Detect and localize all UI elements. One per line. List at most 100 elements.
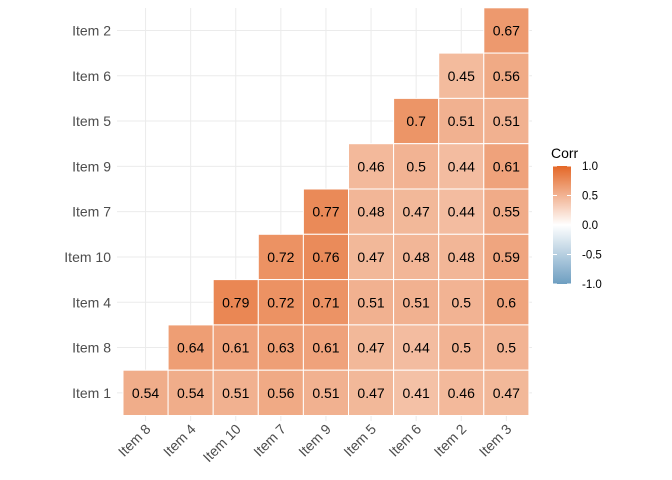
x-tick-label: Item 4 [160,421,199,460]
x-tick-label: Item 6 [385,421,424,460]
cell-value-label: 0.61 [312,340,339,356]
heatmap-cell [483,369,530,417]
cell-value-label: 0.51 [448,113,475,129]
y-tick-label: Item 6 [72,68,111,84]
heatmap-cell [348,279,395,326]
y-tick-label: Item 1 [72,385,111,401]
heatmap-cell [257,324,304,371]
x-tick-label: Item 7 [250,421,289,460]
legend-tick-label: 0.5 [582,191,598,203]
heatmap-tiles [122,7,530,417]
x-tick-label: Item 3 [476,421,515,460]
cell-value-label: 0.64 [177,340,204,356]
cell-value-label: 0.48 [357,204,384,220]
heatmap-cell [348,188,395,235]
x-tick-label: Item 8 [115,421,154,460]
cell-value-label: 0.44 [448,158,475,174]
heatmap-cell [302,279,349,326]
cell-value-label: 0.61 [222,340,249,356]
cell-labels: 0.67 0.45 0.56 0.7 0.51 0.51 0.46 0.5 0.44 0.61 0.… [132,22,520,400]
heatmap-cell [348,233,395,281]
heatmap-cell [393,97,440,145]
cell-value-label: 0.54 [132,385,159,401]
cell-value-label: 0.41 [403,385,430,401]
heatmap-cell [438,369,485,417]
cell-value-label: 0.51 [312,385,339,401]
heatmap-cell [257,279,304,326]
heatmap-cell [302,369,349,417]
y-tick-label: Item 9 [72,158,111,174]
cell-value-label: 0.77 [312,204,339,220]
x-tick-label: Item 9 [295,421,334,460]
cell-value-label: 0.46 [448,385,475,401]
cell-value-label: 0.5 [452,294,472,310]
cell-value-label: 0.45 [448,68,475,84]
heatmap-cell [483,324,530,371]
x-tick-label: Item 10 [200,421,244,465]
y-tick-label: Item 8 [72,340,111,356]
cell-value-label: 0.61 [493,158,520,174]
x-axis: Item 8 Item 4 Item 10 Item 7 Item 9 Item 5 Ite… [115,421,515,465]
heatmap-cell [393,279,440,326]
cell-value-label: 0.72 [267,249,294,265]
heatmap-cell [483,52,530,99]
heatmap-cell [393,233,440,281]
cell-value-label: 0.56 [493,68,520,84]
cell-value-label: 0.47 [357,385,384,401]
heatmap-cell [212,279,259,326]
cell-value-label: 0.67 [493,22,520,38]
heatmap-cell [257,369,304,417]
legend-tick-label: -0.5 [582,250,602,262]
legend-tick-label: 1.0 [582,161,598,173]
y-tick-label: Item 2 [72,22,111,38]
y-tick-label: Item 7 [72,204,111,220]
heatmap-cell [483,7,530,54]
cell-value-label: 0.71 [312,294,339,310]
cell-value-label: 0.51 [493,113,520,129]
cell-value-label: 0.47 [357,340,384,356]
legend-title: Corr [551,145,579,161]
heatmap-cell [438,188,485,235]
cell-value-label: 0.46 [357,158,384,174]
heatmap-cell [302,324,349,371]
cell-value-label: 0.47 [493,385,520,401]
heatmap-cell [302,233,349,281]
heatmap-cell [438,324,485,371]
cell-value-label: 0.76 [312,249,339,265]
cell-value-label: 0.44 [448,204,475,220]
cell-value-label: 0.79 [222,294,249,310]
heatmap-cell [348,369,395,417]
heatmap-cell [167,369,214,417]
cell-value-label: 0.5 [406,158,426,174]
cell-value-label: 0.51 [403,294,430,310]
cell-value-label: 0.48 [403,249,430,265]
cell-value-label: 0.7 [406,113,426,129]
heatmap-cell [393,143,440,190]
heatmap-cell [483,188,530,235]
cell-value-label: 0.55 [493,204,520,220]
y-tick-label: Item 5 [72,113,111,129]
legend: Corr 1.0 0.5 0.0 -0.5 -1.0 [551,145,602,291]
y-axis: Item 1 Item 8 Item 4 Item 10 Item 7 Item 9 Ite… [64,22,111,400]
cell-value-label: 0.72 [267,294,294,310]
heatmap-cell [438,279,485,326]
cell-value-label: 0.5 [497,340,517,356]
heatmap-cell [438,52,485,99]
y-tick-label: Item 10 [64,249,111,265]
cell-value-label: 0.59 [493,249,520,265]
cell-value-label: 0.47 [403,204,430,220]
heatmap-cell [483,279,530,326]
cell-value-label: 0.6 [497,294,517,310]
cell-value-label: 0.51 [357,294,384,310]
heatmap-cell [393,188,440,235]
cell-value-label: 0.63 [267,340,294,356]
cell-value-label: 0.47 [357,249,384,265]
cell-value-label: 0.48 [448,249,475,265]
x-tick-label: Item 2 [431,421,470,460]
legend-tick-label: -1.0 [582,279,602,291]
heatmap-cell [212,369,259,417]
y-tick-label: Item 4 [72,294,111,310]
cell-value-label: 0.54 [177,385,204,401]
legend-colorbar [553,166,571,284]
